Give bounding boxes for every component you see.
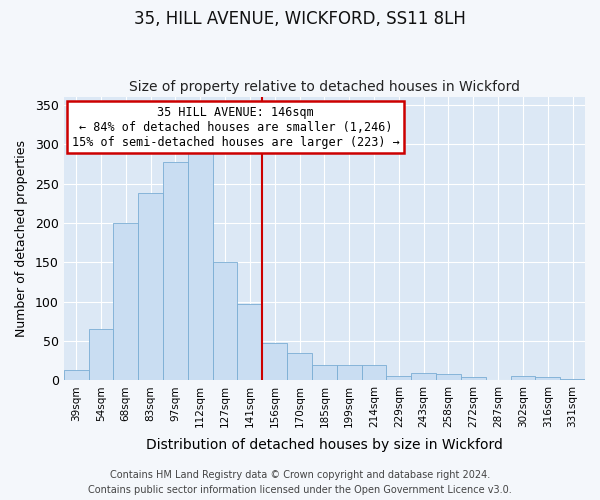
Bar — [64, 370, 89, 380]
Bar — [238, 304, 262, 380]
Text: Contains HM Land Registry data © Crown copyright and database right 2024.
Contai: Contains HM Land Registry data © Crown c… — [88, 470, 512, 495]
Bar — [163, 162, 188, 380]
Bar — [89, 329, 113, 380]
Bar — [362, 364, 386, 380]
Bar — [560, 379, 585, 380]
Y-axis label: Number of detached properties: Number of detached properties — [15, 140, 28, 337]
Bar — [386, 376, 411, 380]
Text: 35, HILL AVENUE, WICKFORD, SS11 8LH: 35, HILL AVENUE, WICKFORD, SS11 8LH — [134, 10, 466, 28]
Bar — [511, 376, 535, 380]
Bar — [461, 378, 486, 380]
Bar — [436, 374, 461, 380]
Bar — [535, 378, 560, 380]
Text: 35 HILL AVENUE: 146sqm
← 84% of detached houses are smaller (1,246)
15% of semi-: 35 HILL AVENUE: 146sqm ← 84% of detached… — [72, 106, 400, 148]
Title: Size of property relative to detached houses in Wickford: Size of property relative to detached ho… — [129, 80, 520, 94]
Bar — [138, 193, 163, 380]
X-axis label: Distribution of detached houses by size in Wickford: Distribution of detached houses by size … — [146, 438, 503, 452]
Bar — [312, 366, 337, 380]
Bar — [212, 262, 238, 380]
Bar — [262, 342, 287, 380]
Bar — [113, 223, 138, 380]
Bar — [188, 152, 212, 380]
Bar — [411, 374, 436, 380]
Bar — [287, 353, 312, 380]
Bar — [337, 364, 362, 380]
